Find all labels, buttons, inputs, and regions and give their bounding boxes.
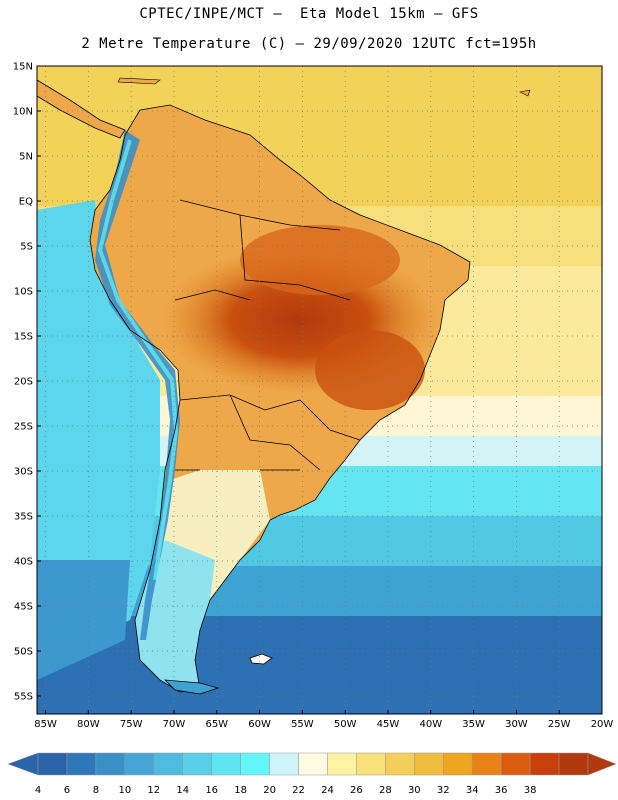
colorbar-swatch [211, 752, 241, 776]
lon-label: 55W [291, 719, 314, 730]
colorbar-swatch [443, 752, 473, 776]
colorbar-swatch [500, 752, 531, 776]
colorbar-swatch [66, 752, 97, 776]
colorbar-swatch [124, 752, 155, 776]
lat-label: 5S [20, 242, 33, 253]
lat-label: 50S [14, 647, 33, 658]
andes-edge [97, 139, 179, 581]
colorbar-swatch [385, 752, 415, 776]
longitude-axis: 85W 80W 75W 70W 65W 60W 55W 50W 45W 40W 35W 30W 25W 2… [34, 710, 613, 730]
lat-label: EQ [19, 197, 33, 208]
country-borders [89, 104, 471, 693]
lon-label: 25W [548, 719, 571, 730]
hot-core-amazon [240, 225, 400, 295]
lat-label: 30S [14, 467, 33, 478]
colorbar-label: 26 [350, 785, 363, 796]
lon-label: 70W [163, 719, 186, 730]
lon-label: 30W [505, 719, 528, 730]
lon-label: 40W [419, 719, 442, 730]
colorbar-swatch [529, 752, 560, 776]
lat-label: 15S [14, 332, 33, 343]
lon-label: 50W [334, 719, 357, 730]
colorbar-label: 16 [205, 785, 218, 796]
colorbar-swatch [558, 752, 589, 776]
colorbar-swatch [182, 752, 212, 776]
lon-label: 80W [77, 719, 100, 730]
colorbar-swatch [95, 752, 126, 776]
colorbar-swatch [153, 752, 183, 776]
colorbar-label: 6 [64, 785, 70, 796]
lat-label: 45S [14, 602, 33, 613]
colorbar-label: 12 [147, 785, 160, 796]
colorbar-label: 36 [495, 785, 508, 796]
lat-label: 15N [13, 62, 33, 73]
lat-label: 20S [14, 377, 33, 388]
temperature-map: 15N 10N 5N EQ 5S 10S 15S 20S 25S 30S 35S 40S 45S 50S 5… [13, 62, 614, 731]
colorbar-label: 30 [408, 785, 421, 796]
colorbar-swatch [37, 752, 68, 776]
falkland-islands [249, 653, 273, 665]
lat-label: 5N [19, 152, 33, 163]
colorbar-label: 34 [466, 785, 479, 796]
colorbar-label: 14 [176, 785, 189, 796]
colorbar-label: 28 [379, 785, 392, 796]
colorbar-label: 4 [35, 785, 41, 796]
temperature-colorbar: 4 6 8 10 12 14 16 18 20 22 24 26 28 30 32 34 36 38 [7, 752, 617, 796]
lon-label: 35W [462, 719, 485, 730]
lon-label: 60W [248, 719, 271, 730]
lon-label: 45W [377, 719, 400, 730]
map-frame [36, 65, 603, 715]
central-america [37, 79, 126, 139]
colorbar-label: 22 [292, 785, 305, 796]
lat-label: 10N [13, 107, 33, 118]
lat-label: 40S [14, 557, 33, 568]
colorbar-swatch [471, 752, 502, 776]
lat-label: 25S [14, 422, 33, 433]
colorbar-swatch [414, 752, 444, 776]
title-line-1: CPTEC/INPE/MCT – Eta Model 15km – GFS [139, 6, 479, 22]
colorbar-swatch [298, 752, 328, 776]
lat-label: 55S [14, 692, 33, 703]
colorbar-label: 8 [93, 785, 99, 796]
colorbar-left-arrow [7, 752, 39, 776]
tierra-del-fuego [163, 679, 220, 695]
title-line-2: 2 Metre Temperature (C) – 29/09/2020 12U… [81, 36, 537, 52]
lat-label: 35S [14, 512, 33, 523]
colorbar-swatch [240, 752, 270, 776]
band-cold-2 [37, 616, 602, 714]
colorbar-label: 24 [321, 785, 334, 796]
lon-label: 75W [120, 719, 143, 730]
lon-label: 20W [591, 719, 614, 730]
lon-label: 85W [34, 719, 57, 730]
colorbar-swatch [269, 752, 299, 776]
colorbar-label: 18 [234, 785, 247, 796]
graticule [37, 66, 602, 714]
hot-core-east [315, 330, 425, 410]
colorbar-swatch [327, 752, 357, 776]
pacific-cool-tongue [37, 200, 160, 660]
colorbar-label: 38 [524, 785, 537, 796]
colorbar-boxes [7, 752, 617, 776]
latitude-axis: 15N 10N 5N EQ 5S 10S 15S 20S 25S 30S 35S 40S 45S 50S 5… [13, 62, 41, 703]
colorbar-label: 20 [263, 785, 276, 796]
map-field [37, 66, 602, 714]
lat-label: 10S [14, 287, 33, 298]
caribbean-islands [117, 77, 531, 97]
colorbar-right-arrow [587, 752, 617, 776]
colorbar-label: 32 [437, 785, 450, 796]
pacific-cold-south [37, 560, 130, 680]
lon-label: 65W [205, 719, 228, 730]
colorbar-swatch [356, 752, 386, 776]
colorbar-labels: 4 6 8 10 12 14 16 18 20 22 24 26 28 30 32 34 36 38 [35, 785, 537, 796]
colorbar-label: 10 [118, 785, 131, 796]
